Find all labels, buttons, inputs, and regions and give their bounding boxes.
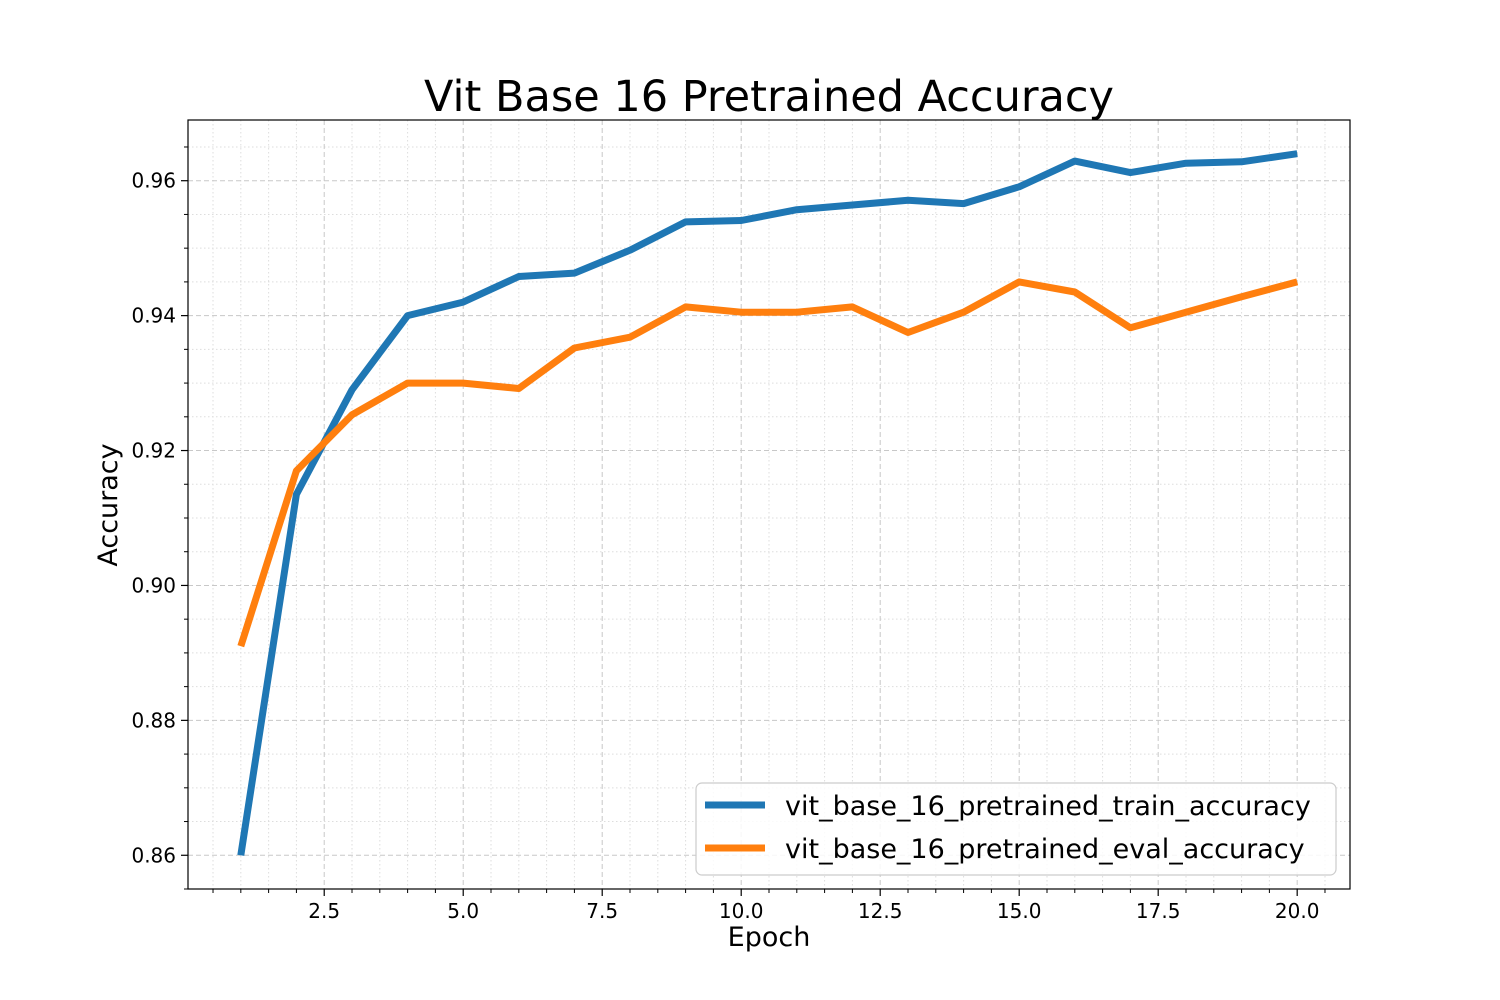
legend: vit_base_16_pretrained_train_accuracy vi… — [695, 782, 1337, 876]
x-tick-label: 2.5 — [308, 899, 340, 923]
chart-title: Vit Base 16 Pretrained Accuracy — [424, 72, 1114, 122]
y-axis-label: Accuracy — [93, 443, 124, 566]
y-tick-label: 0.92 — [131, 439, 176, 463]
y-tick-label: 0.96 — [131, 169, 176, 193]
y-axis: 0.86 0.88 0.90 0.92 0.94 0.96 — [131, 146, 188, 890]
x-tick-label: 7.5 — [586, 899, 618, 923]
y-tick-label: 0.90 — [131, 573, 176, 597]
y-tick-label: 0.88 — [131, 708, 176, 732]
y-tick-label: 0.86 — [131, 843, 176, 867]
series-layer — [237, 150, 1299, 856]
legend-box — [695, 782, 1337, 876]
x-axis: 2.5 5.0 7.5 10.0 12.5 15.0 17.5 20.0 — [212, 889, 1326, 923]
x-tick-label: 10.0 — [719, 899, 764, 923]
x-tick-label: 17.5 — [1136, 899, 1181, 923]
x-axis-label: Epoch — [728, 922, 811, 953]
legend-eval-label: vit_base_16_pretrained_eval_accuracy — [785, 834, 1305, 865]
x-tick-label: 12.5 — [858, 899, 903, 923]
x-tick-label: 15.0 — [997, 899, 1042, 923]
x-tick-label: 5.0 — [447, 899, 479, 923]
legend-train-label: vit_base_16_pretrained_train_accuracy — [785, 791, 1311, 822]
train-accuracy-line — [237, 150, 1298, 856]
y-tick-label: 0.94 — [131, 304, 176, 328]
eval-accuracy-line — [237, 278, 1299, 648]
x-tick-label: 20.0 — [1275, 899, 1320, 923]
